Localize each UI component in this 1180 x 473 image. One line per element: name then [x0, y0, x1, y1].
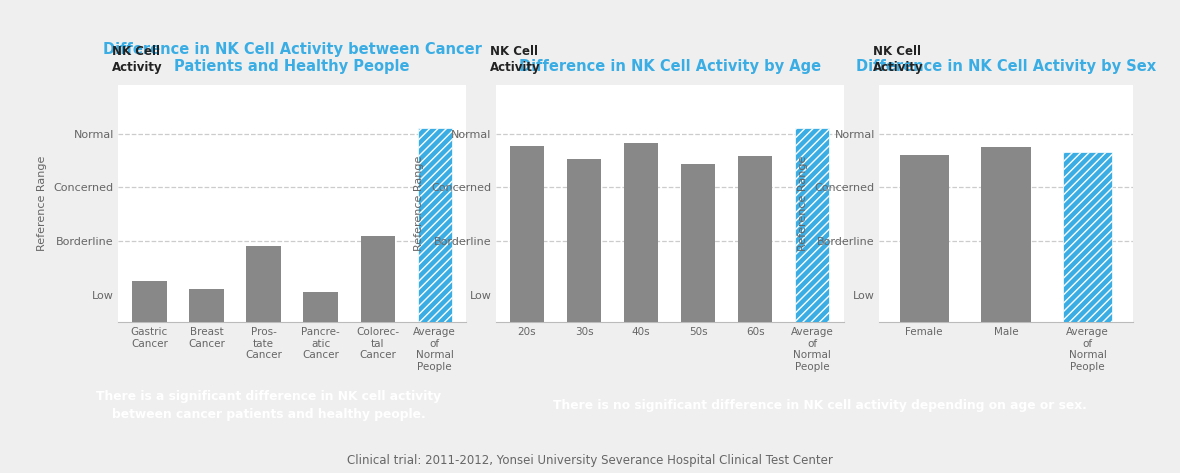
- Bar: [510, 146, 544, 322]
- Title: Difference in NK Cell Activity by Sex: Difference in NK Cell Activity by Sex: [856, 59, 1156, 74]
- Bar: [795, 128, 830, 322]
- Bar: [681, 165, 715, 322]
- Text: NK Cell
Activity: NK Cell Activity: [873, 45, 924, 74]
- Text: There is a significant difference in NK cell activity
between cancer patients an: There is a significant difference in NK …: [96, 390, 441, 421]
- Text: NK Cell
Activity: NK Cell Activity: [112, 45, 163, 74]
- Title: Difference in NK Cell Activity by Age: Difference in NK Cell Activity by Age: [518, 59, 821, 74]
- Bar: [1063, 152, 1113, 322]
- Bar: [132, 281, 166, 322]
- Bar: [982, 147, 1030, 322]
- Bar: [739, 157, 773, 322]
- Title: Difference in NK Cell Activity between Cancer
Patients and Healthy People: Difference in NK Cell Activity between C…: [103, 42, 481, 74]
- Y-axis label: Reference Range: Reference Range: [414, 156, 425, 251]
- Text: There is no significant difference in NK cell activity depending on age or sex.: There is no significant difference in NK…: [553, 399, 1087, 412]
- Text: Clinical trial: 2011-2012, Yonsei University Severance Hospital Clinical Test Ce: Clinical trial: 2011-2012, Yonsei Univer…: [347, 455, 833, 467]
- Bar: [624, 143, 658, 322]
- Bar: [303, 292, 337, 322]
- Text: NK Cell
Activity: NK Cell Activity: [490, 45, 540, 74]
- Y-axis label: Reference Range: Reference Range: [37, 156, 47, 251]
- Bar: [418, 128, 452, 322]
- Bar: [566, 159, 601, 322]
- Bar: [361, 236, 395, 322]
- Bar: [899, 155, 949, 322]
- Bar: [247, 246, 281, 322]
- Bar: [189, 289, 223, 322]
- Y-axis label: Reference Range: Reference Range: [798, 156, 808, 251]
